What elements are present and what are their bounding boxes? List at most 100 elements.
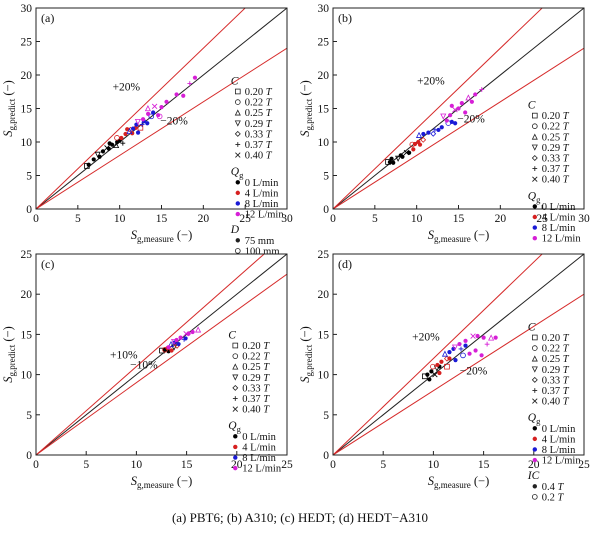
x-tick-label: 25 — [578, 459, 590, 471]
data-point — [463, 110, 468, 115]
data-point — [456, 106, 461, 111]
y-tick-label: 25 — [318, 249, 330, 261]
data-point — [178, 335, 183, 340]
data-point — [164, 99, 169, 104]
legend-label: 100 mm — [245, 246, 280, 257]
y-axis-label: Sg,predict (−) — [298, 80, 314, 137]
data-point — [417, 142, 423, 147]
data-point — [148, 113, 155, 120]
legend-label: 0.40 T — [245, 151, 273, 162]
y-axis-label: Sg,predict (−) — [298, 326, 314, 383]
legend-label: 0.20 T — [542, 111, 570, 122]
legend-label: 8 L/min — [242, 453, 276, 464]
legend-label: 0 L/min — [245, 178, 279, 189]
plot-area — [333, 8, 584, 209]
y-axis-label: Sg,predict (−) — [1, 80, 17, 137]
legend-label: 0.33 T — [242, 383, 270, 394]
data-point — [479, 87, 485, 92]
data-point — [435, 362, 440, 368]
lower-band-line — [36, 47, 287, 209]
y-tick-label: 25 — [21, 37, 33, 49]
x-tick-label: 25 — [536, 213, 548, 225]
x-tick-label: 10 — [428, 459, 440, 471]
data-point — [123, 131, 128, 137]
lower-band-line — [333, 47, 584, 209]
data-point — [389, 156, 394, 161]
y-tick-label: 25 — [318, 37, 330, 49]
x-tick-label: 5 — [83, 459, 89, 471]
x-tick-label: 5 — [372, 213, 378, 225]
data-point — [488, 334, 495, 341]
legend-label: 0.40 T — [542, 397, 570, 408]
legend-marker — [531, 155, 538, 161]
data-point — [465, 94, 472, 101]
x-tick-label: 20 — [198, 213, 210, 225]
legend-marker — [531, 355, 538, 362]
y-tick-label: 0 — [26, 204, 32, 216]
x-tick-label: 15 — [453, 213, 465, 225]
legend-marker — [532, 447, 537, 452]
data-point — [146, 111, 151, 116]
data-point — [100, 149, 106, 154]
data-point — [460, 352, 466, 359]
legend-title: C — [231, 75, 239, 87]
legend-label: 0.37 T — [245, 140, 273, 151]
data-point — [425, 372, 430, 377]
data-point — [473, 348, 478, 353]
data-point — [140, 117, 146, 122]
legend-title: C — [528, 100, 536, 112]
legend-marker — [232, 363, 239, 370]
x-tick-label: 10 — [114, 213, 126, 225]
plot-area — [36, 254, 287, 455]
legend-marker — [235, 238, 240, 243]
lower-band-line — [333, 293, 584, 455]
data-point — [144, 105, 151, 112]
legend-label: 4 L/min — [245, 188, 279, 199]
data-point — [192, 75, 198, 80]
upper-band-label: +10% — [110, 350, 138, 362]
y-axis-label: Sg,predict (−) — [1, 326, 17, 383]
x-axis-label: Sg,measure (−) — [131, 228, 192, 244]
x-tick-label: 5 — [380, 459, 386, 471]
y-tick-label: 10 — [318, 137, 330, 149]
legend: C 0.20 T0.22 T0.25 T0.29 T0.33 T0.37 T0.4… — [228, 329, 282, 474]
data-point — [183, 336, 188, 341]
legend-label: 4 L/min — [242, 442, 276, 453]
data-point — [170, 338, 178, 346]
data-point — [451, 346, 456, 351]
data-point — [412, 141, 418, 147]
x-tick-label: 30 — [281, 213, 293, 225]
legend: C 0.20 T0.22 T0.25 T0.29 T0.33 T0.37 T0.4… — [230, 75, 285, 257]
data-point — [190, 329, 195, 335]
legend-label: 0.29 T — [242, 373, 270, 384]
lower-band-label: −20% — [457, 114, 485, 126]
legend-marker — [235, 152, 241, 158]
y-tick-label: 10 — [318, 370, 330, 382]
parity-line — [333, 254, 584, 455]
data-point — [469, 99, 474, 104]
data-point — [159, 105, 164, 110]
data-point — [430, 130, 437, 137]
upper-band-label: +20% — [113, 81, 141, 93]
legend-label: 0.29 T — [245, 119, 273, 130]
data-point — [447, 349, 452, 355]
data-point — [439, 359, 444, 364]
chart-panel-c: 0 5 10 15 20 25 0 5 10 15 20 25 (c) Sg,measure (−) Sg,… — [1, 249, 293, 490]
data-point — [156, 113, 163, 120]
legend-marker — [232, 353, 239, 359]
legend-title: Qg — [228, 420, 241, 434]
legend-marker — [235, 211, 240, 217]
y-tick-label: 5 — [323, 410, 329, 422]
data-point — [453, 121, 458, 126]
data-point — [119, 135, 124, 141]
data-point — [421, 131, 426, 137]
data-point — [493, 335, 498, 340]
y-tick-label: 10 — [21, 137, 33, 149]
legend-marker — [531, 376, 538, 383]
chart-panel-d: 0 5 10 15 20 25 0 5 10 15 20 25 (d) Sg,measure (−) Sg,… — [298, 249, 590, 503]
data-point — [139, 122, 145, 127]
data-point — [134, 118, 141, 126]
data-point — [113, 141, 120, 148]
legend-label: 0.29 T — [542, 365, 570, 376]
data-point — [453, 358, 458, 363]
